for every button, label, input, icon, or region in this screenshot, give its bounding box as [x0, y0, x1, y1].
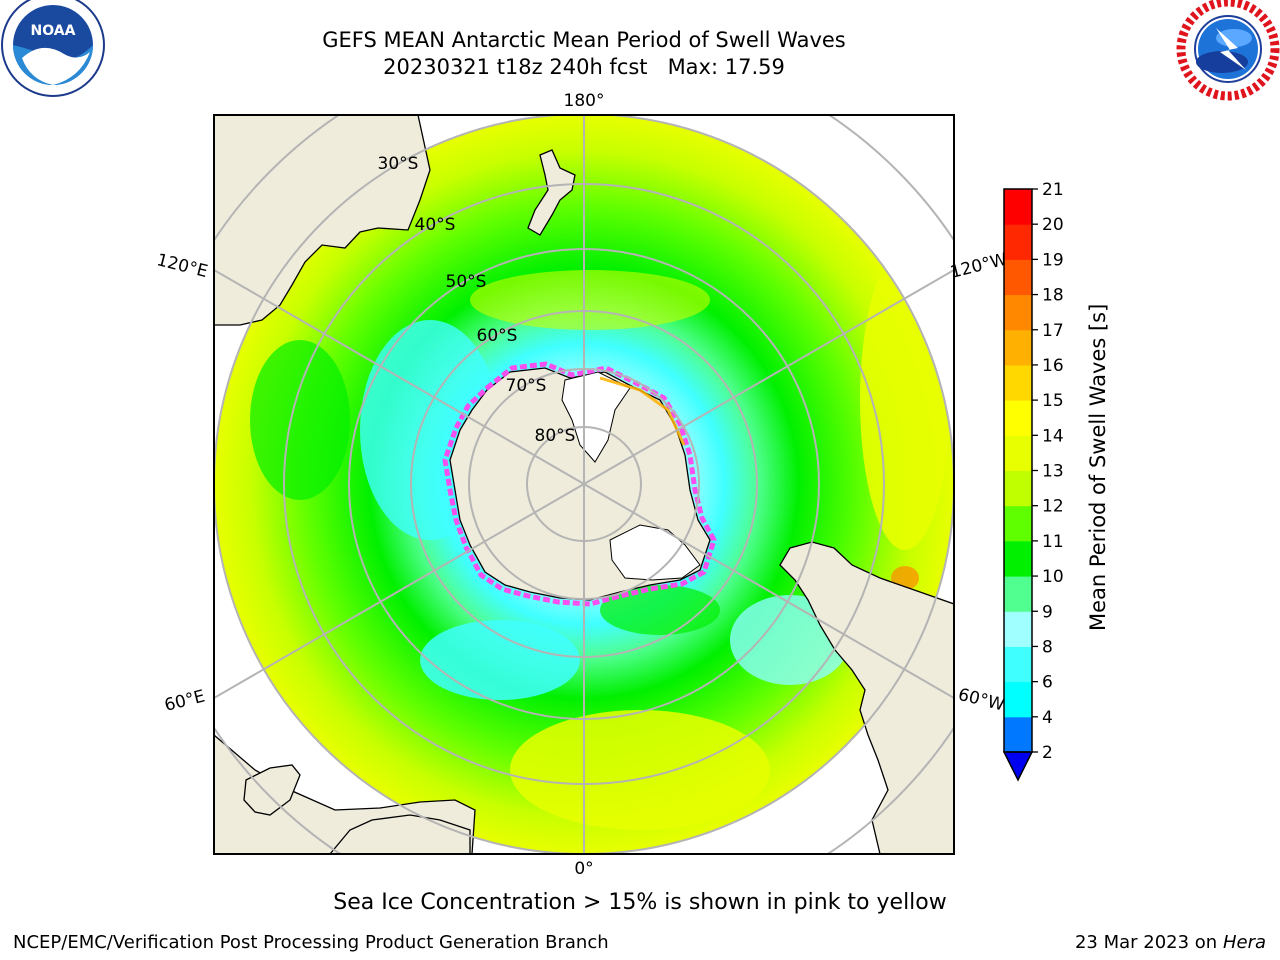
colorbar-label: Mean Period of Swell Waves [s]	[1086, 303, 1110, 631]
colorbar-tick-label: 18	[1042, 286, 1064, 306]
chart-subtitle: 20230321 t18z 240h fcst Max: 17.59	[383, 55, 785, 79]
colorbar-extend-arrow	[1002, 751, 1034, 782]
lon-label-120e: 120°E	[155, 250, 210, 282]
footer-date: 23 Mar 2023 on Hera	[1075, 932, 1266, 953]
colorbar-cell	[1004, 224, 1032, 260]
colorbar-cell	[1004, 470, 1032, 507]
landmasses	[214, 115, 954, 854]
polar-map: 180° 0° 120°E 60°E 120°W 60°W 30°S 40°S …	[155, 91, 1010, 879]
lat-label-80s: 80°S	[535, 426, 576, 446]
colorbar-tick-label: 15	[1042, 391, 1064, 411]
map-content	[214, 115, 954, 854]
graticule	[214, 115, 954, 854]
colorbar-tick-label: 13	[1042, 462, 1064, 482]
colorbar-cell	[1004, 189, 1032, 225]
colorbar-cell	[1004, 576, 1032, 612]
lon-label-180: 180°	[564, 91, 605, 111]
lat-label-70s: 70°S	[506, 376, 547, 396]
colorbar-tick-label: 12	[1042, 497, 1064, 517]
colorbar: 2 4 6 8 9 10 11 12 13 14 15 16 17 18 19 20 21	[1002, 180, 1064, 782]
noaa-logo: NOAA	[1, 0, 105, 97]
colorbar-cell	[1004, 505, 1032, 542]
footer-host: Hera	[1222, 932, 1266, 953]
colorbar-tick-label: 9	[1042, 602, 1053, 622]
lon-label-60e: 60°E	[163, 687, 207, 716]
footer-credit: NCEP/EMC/Verification Post Processing Pr…	[13, 932, 609, 953]
nws-logo	[1176, 0, 1280, 101]
footer-date-text: 23 Mar 2023 on	[1074, 932, 1218, 953]
colorbar-tick-label: 17	[1042, 321, 1064, 341]
lat-label-50s: 50°S	[446, 272, 487, 292]
colorbar-cell	[1004, 435, 1032, 471]
colorbar-tick-label: 8	[1042, 637, 1053, 657]
colorbar-cell	[1004, 681, 1032, 718]
colorbar-tick-label: 2	[1042, 743, 1053, 763]
map-frame	[213, 114, 955, 855]
colorbar-tick-label: 10	[1042, 567, 1064, 587]
colorbar-cell	[1004, 400, 1032, 436]
colorbar-cell	[1004, 716, 1032, 753]
colorbar-tick-label: 21	[1042, 180, 1064, 200]
colorbar-tick-label: 14	[1042, 426, 1064, 446]
colorbar-cell	[1004, 540, 1032, 577]
colorbar-cell	[1004, 364, 1032, 401]
lat-label-60s: 60°S	[477, 326, 518, 346]
colorbar-tick-label: 6	[1042, 673, 1053, 693]
antarctica	[442, 361, 717, 607]
colorbar-cell	[1004, 611, 1032, 647]
lon-label-0: 0°	[574, 859, 593, 879]
sea-ice-caption: Sea Ice Concentration > 15% is shown in …	[333, 890, 947, 915]
lat-label-30s: 30°S	[378, 154, 419, 174]
colorbar-cell	[1004, 329, 1032, 366]
colorbar-tick-label: 19	[1042, 250, 1064, 270]
chart-title: GEFS MEAN Antarctic Mean Period of Swell…	[322, 28, 846, 52]
colorbar-tick-label: 11	[1042, 532, 1064, 552]
colorbar-cells	[1004, 189, 1032, 753]
lat-label-40s: 40°S	[415, 215, 456, 235]
colorbar-tick-label: 16	[1042, 356, 1064, 376]
colorbar-tick-label: 4	[1042, 708, 1053, 728]
colorbar-tick-label: 20	[1042, 215, 1064, 235]
sea-ice-edge	[442, 361, 717, 607]
colorbar-cell	[1004, 294, 1032, 331]
colorbar-ticks: 2 4 6 8 9 10 11 12 13 14 15 16 17 18 19 20 21	[1032, 180, 1064, 763]
noaa-logo-text: NOAA	[31, 23, 76, 39]
colorbar-cell	[1004, 646, 1032, 683]
colorbar-cell	[1004, 259, 1032, 296]
